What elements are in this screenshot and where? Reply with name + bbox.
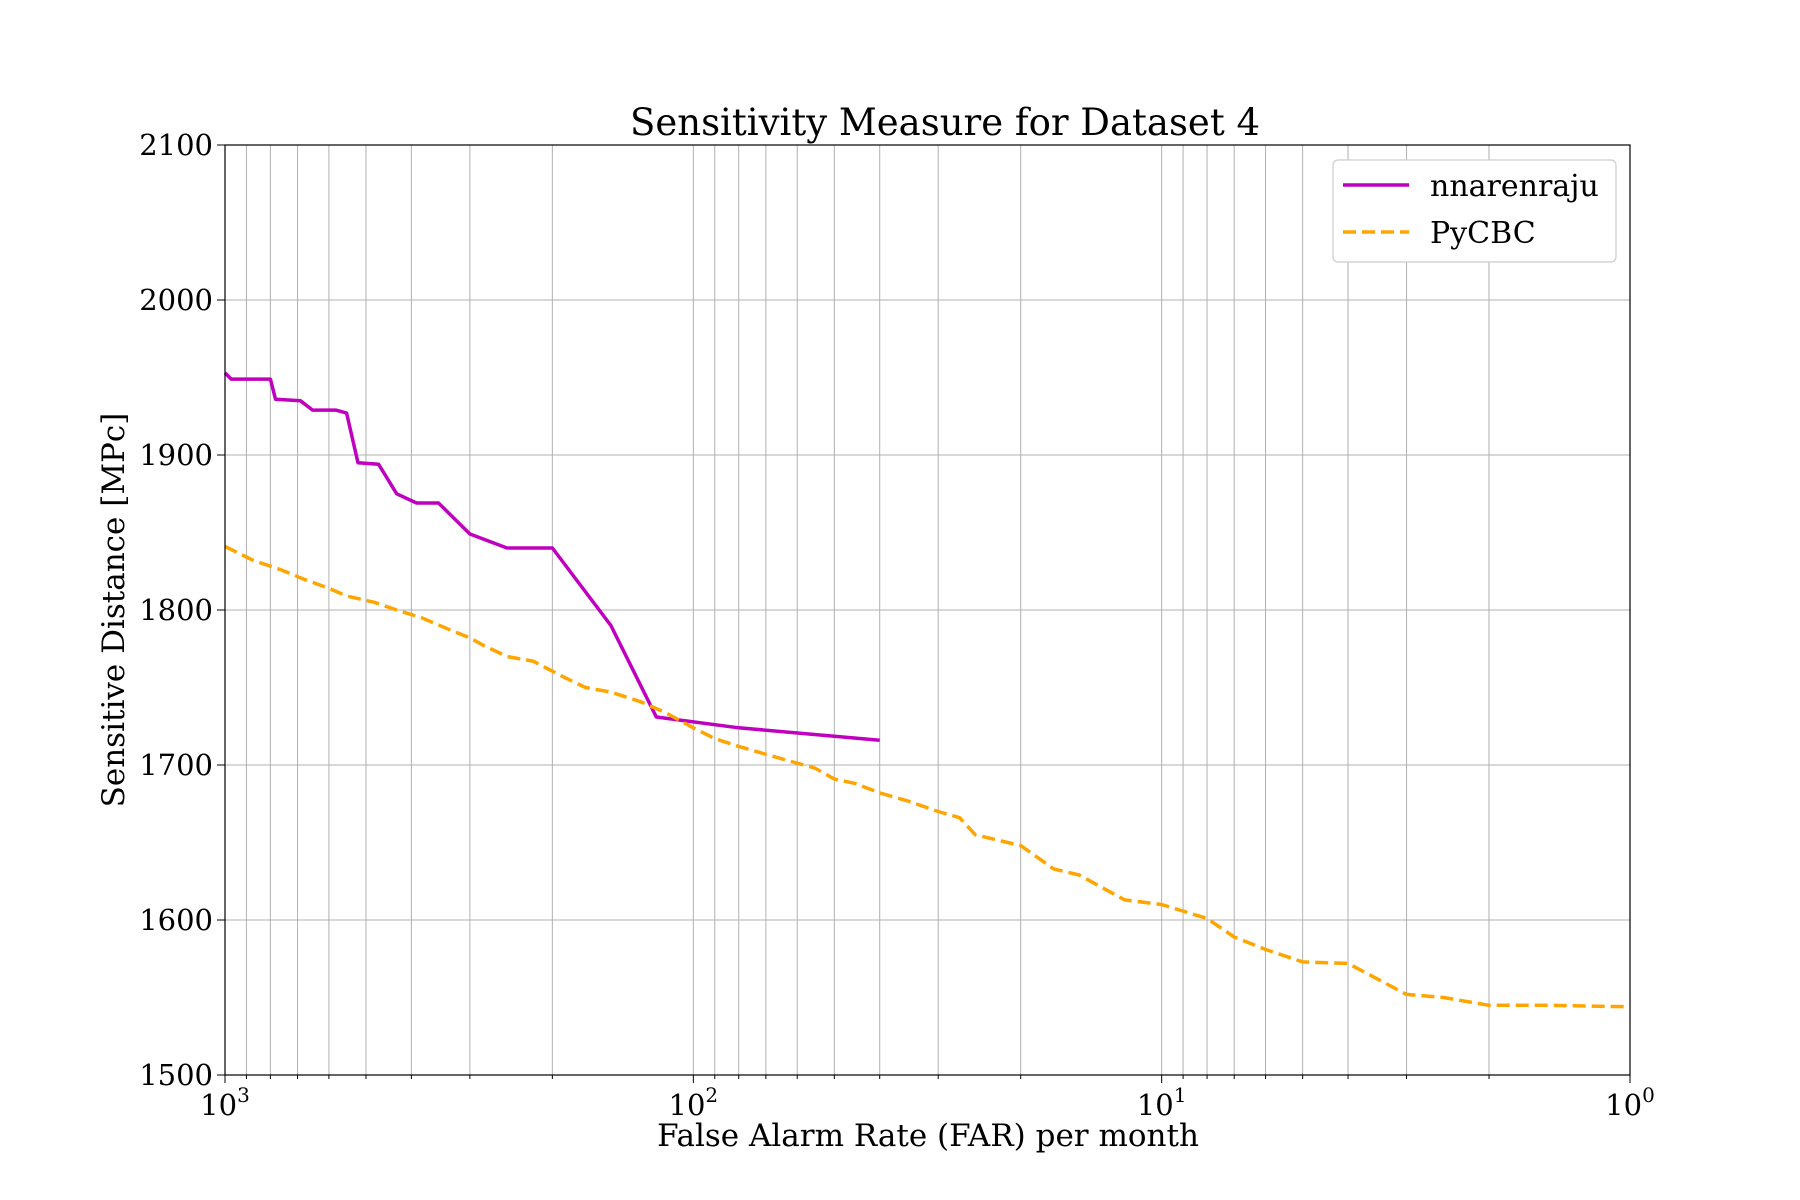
y-tick-label: 1800 — [139, 593, 213, 627]
x-axis-label: False Alarm Rate (FAR) per month — [657, 1118, 1199, 1154]
series-line-nnarenraju — [223, 371, 880, 742]
legend-label-pycbc: PyCBC — [1430, 216, 1536, 251]
grid — [225, 144, 1631, 1076]
x-tick-label: 101 — [1137, 1083, 1187, 1122]
y-axis-label: Sensitive Distance [MPc] — [96, 413, 132, 808]
ticks: 1500 1600 1700 1800 1900 2000 2100 103 102 101 100 — [139, 128, 1655, 1122]
series-layer — [223, 371, 1631, 1009]
y-tick-label: 2000 — [139, 283, 213, 317]
y-tick-label: 1900 — [139, 438, 213, 472]
x-tick-label: 102 — [669, 1083, 719, 1122]
x-tick-label: 103 — [200, 1083, 250, 1122]
series-line-pycbc — [224, 544, 1631, 1009]
chart-title: Sensitivity Measure for Dataset 4 — [630, 101, 1260, 144]
y-tick-label: 1500 — [139, 1058, 213, 1092]
legend: nnarenraju PyCBC — [1332, 159, 1617, 263]
legend-label-nnarenraju: nnarenraju — [1430, 169, 1599, 204]
y-tick-label: 2100 — [139, 128, 213, 162]
y-tick-label: 1600 — [139, 903, 213, 937]
y-tick-label: 1700 — [139, 748, 213, 782]
x-tick-label: 100 — [1605, 1083, 1655, 1122]
